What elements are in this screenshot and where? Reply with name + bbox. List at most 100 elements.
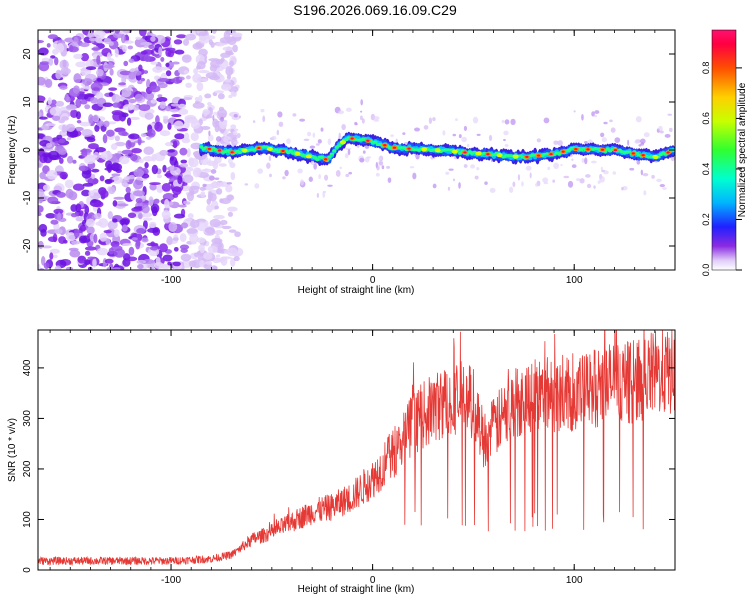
signal-halo-speckle	[227, 158, 233, 165]
spectrogram-xlabel: Height of straight line (km)	[298, 285, 415, 296]
noise-speckle	[81, 189, 91, 197]
colorbar-ticks: 0.0 0.2 0.4 0.6 0.8	[701, 62, 742, 276]
signal-halo-speckle	[360, 99, 363, 106]
noise-speckle	[230, 90, 236, 97]
noise-speckle	[179, 147, 188, 156]
signal-halo-speckle	[381, 165, 385, 170]
signal-halo-speckle	[600, 132, 605, 138]
signal-peak-core	[574, 147, 578, 151]
signal-band-cell	[327, 155, 332, 159]
noise-speckle	[186, 228, 198, 234]
noise-speckle	[81, 129, 93, 137]
noise-speckle	[82, 86, 93, 90]
noise-speckle	[156, 184, 164, 194]
signal-halo-speckle	[629, 167, 635, 171]
signal-halo-speckle	[338, 110, 345, 115]
noise-speckle	[54, 265, 62, 270]
signal-halo-speckle	[360, 110, 363, 113]
signal-halo-speckle	[600, 166, 603, 171]
noise-speckle	[169, 164, 175, 172]
noise-speckle	[200, 125, 211, 131]
signal-peak	[475, 151, 482, 156]
signal-halo-speckle	[463, 164, 468, 168]
signal-halo-speckle	[376, 165, 380, 171]
noise-speckle	[125, 140, 132, 150]
noise-speckle	[158, 243, 168, 253]
noise-speckle	[49, 106, 62, 116]
signal-halo-speckle	[622, 185, 628, 191]
noise-speckle	[42, 184, 51, 191]
signal-halo-speckle	[412, 172, 417, 180]
noise-speckle	[149, 182, 161, 186]
noise-speckle	[48, 57, 54, 66]
x-tick-label: 100	[566, 275, 583, 286]
signal-halo-speckle	[571, 164, 577, 168]
signal-halo-speckle	[262, 115, 266, 123]
noise-speckle	[88, 190, 95, 197]
noise-speckle	[117, 30, 130, 35]
noise-speckle	[106, 52, 112, 61]
signal-halo-speckle	[292, 113, 297, 117]
signal-halo-speckle	[341, 123, 346, 131]
signal-halo-speckle	[579, 178, 585, 184]
signal-halo-speckle	[662, 187, 667, 190]
noise-speckle	[81, 78, 93, 86]
noise-speckle	[141, 237, 149, 243]
signal-halo-speckle	[208, 130, 211, 137]
noise-speckle	[55, 43, 65, 53]
signal-halo-speckle	[634, 140, 640, 144]
noise-speckle	[201, 78, 208, 82]
noise-speckle	[231, 32, 243, 38]
noise-speckle	[96, 55, 101, 65]
signal-halo-speckle	[366, 156, 372, 159]
signal-peak	[652, 154, 659, 159]
signal-peak-core	[207, 147, 211, 150]
noise-speckle	[94, 36, 106, 44]
signal-halo-speckle	[591, 111, 595, 117]
colorbar-tick-label: 0.4	[701, 163, 711, 176]
noise-speckle	[207, 106, 213, 117]
signal-halo-speckle	[659, 184, 666, 188]
noise-speckle	[192, 167, 201, 178]
noise-speckle	[58, 236, 67, 244]
noise-speckle	[69, 44, 74, 52]
colorbar-tick-label: 0.2	[701, 213, 711, 226]
signal-halo-speckle	[269, 173, 272, 178]
noise-speckle	[159, 101, 167, 109]
noise-speckle	[55, 100, 65, 107]
colorbar-tick-label: 0.6	[701, 112, 711, 125]
signal-peak-core	[230, 151, 234, 154]
noise-speckle	[103, 64, 115, 69]
noise-speckle	[54, 57, 59, 66]
signal-peak-core	[350, 137, 354, 140]
signal-halo-speckle	[414, 127, 420, 132]
signal-halo-speckle	[299, 118, 306, 122]
noise-speckle	[157, 77, 170, 82]
noise-speckle	[178, 103, 186, 109]
noise-speckle	[58, 119, 65, 124]
noise-speckle	[147, 227, 159, 234]
spectrogram-image	[38, 30, 675, 270]
noise-speckle	[39, 172, 46, 180]
signal-halo-speckle	[542, 177, 549, 183]
noise-speckle	[182, 38, 190, 46]
signal-peak-core	[463, 151, 467, 154]
signal-halo-speckle	[670, 155, 675, 162]
noise-speckle	[93, 30, 106, 39]
noise-speckle	[96, 120, 105, 127]
signal-halo-speckle	[476, 167, 480, 171]
signal-halo-speckle	[257, 168, 264, 174]
noise-speckle	[49, 248, 60, 254]
noise-speckle	[73, 53, 83, 60]
noise-speckle	[225, 65, 234, 76]
signal-band-cell	[274, 148, 279, 152]
noise-speckle	[231, 115, 241, 121]
noise-speckle	[92, 258, 97, 268]
noise-speckle	[112, 218, 118, 223]
noise-speckle	[193, 68, 199, 75]
noise-speckle	[59, 59, 69, 70]
noise-speckle	[125, 186, 131, 194]
noise-speckle	[126, 256, 138, 262]
noise-speckle	[78, 210, 84, 217]
